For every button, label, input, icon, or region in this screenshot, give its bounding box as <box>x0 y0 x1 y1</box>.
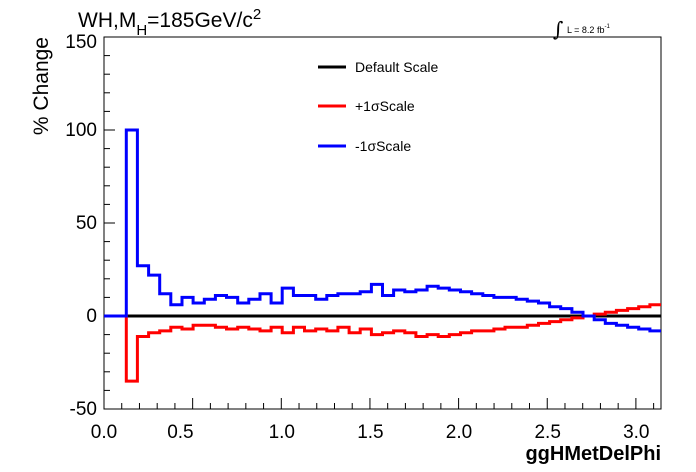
series-layer <box>104 128 661 383</box>
x-tick-label-1: 0.5 <box>167 422 193 443</box>
y-tick-label-0: -50 <box>70 399 97 420</box>
x-tick-label-0: 0.0 <box>91 422 117 443</box>
legend-label-plus1sigma: +1σScale <box>355 98 415 114</box>
legend: Default Scale +1σScale -1σScale <box>318 59 438 154</box>
x-tick-label-3: 1.5 <box>357 422 383 443</box>
x-tick-label-5: 2.5 <box>534 422 560 443</box>
lumi-text: L = 8.2 fb-1 <box>567 24 610 35</box>
axis-ticks <box>103 36 655 410</box>
x-tick-label-2: 1.0 <box>269 422 295 443</box>
y-tick-label-3: 100 <box>65 120 97 141</box>
title-prefix: WH,M <box>78 9 136 32</box>
title-superscript: 2 <box>253 6 261 23</box>
title-subscript: H <box>136 22 147 39</box>
legend-label-default: Default Scale <box>355 59 438 75</box>
title-mid: =185GeV/c <box>147 9 253 32</box>
y-tick-label-1: 0 <box>86 306 97 327</box>
x-tick-labels: 0.0 0.5 1.0 1.5 2.0 2.5 3.0 <box>91 422 650 443</box>
x-tick-label-6: 3.0 <box>623 422 649 443</box>
lumi-superscript: -1 <box>604 24 610 30</box>
y-tick-label-2: 50 <box>76 213 97 234</box>
series-line-1 <box>104 303 661 383</box>
chart-title: WH,MH=185GeV/c2 <box>78 6 261 39</box>
luminosity-label: ∫ L = 8.2 fb-1 <box>553 17 610 41</box>
series-line-2 <box>104 128 661 333</box>
x-tick-label-4: 2.0 <box>446 422 472 443</box>
y-axis-label: % Change <box>30 37 53 135</box>
y-tick-label-4: 150 <box>65 32 97 53</box>
legend-label-minus1sigma: -1σScale <box>355 138 411 154</box>
x-axis-label: ggHMetDelPhi <box>525 443 661 465</box>
plot-frame <box>103 36 662 410</box>
y-tick-labels: -50 0 50 100 150 <box>65 32 97 420</box>
svg-text:WH,MH=185GeV/c2: WH,MH=185GeV/c2 <box>78 6 261 39</box>
integral-symbol: ∫ <box>553 17 563 41</box>
